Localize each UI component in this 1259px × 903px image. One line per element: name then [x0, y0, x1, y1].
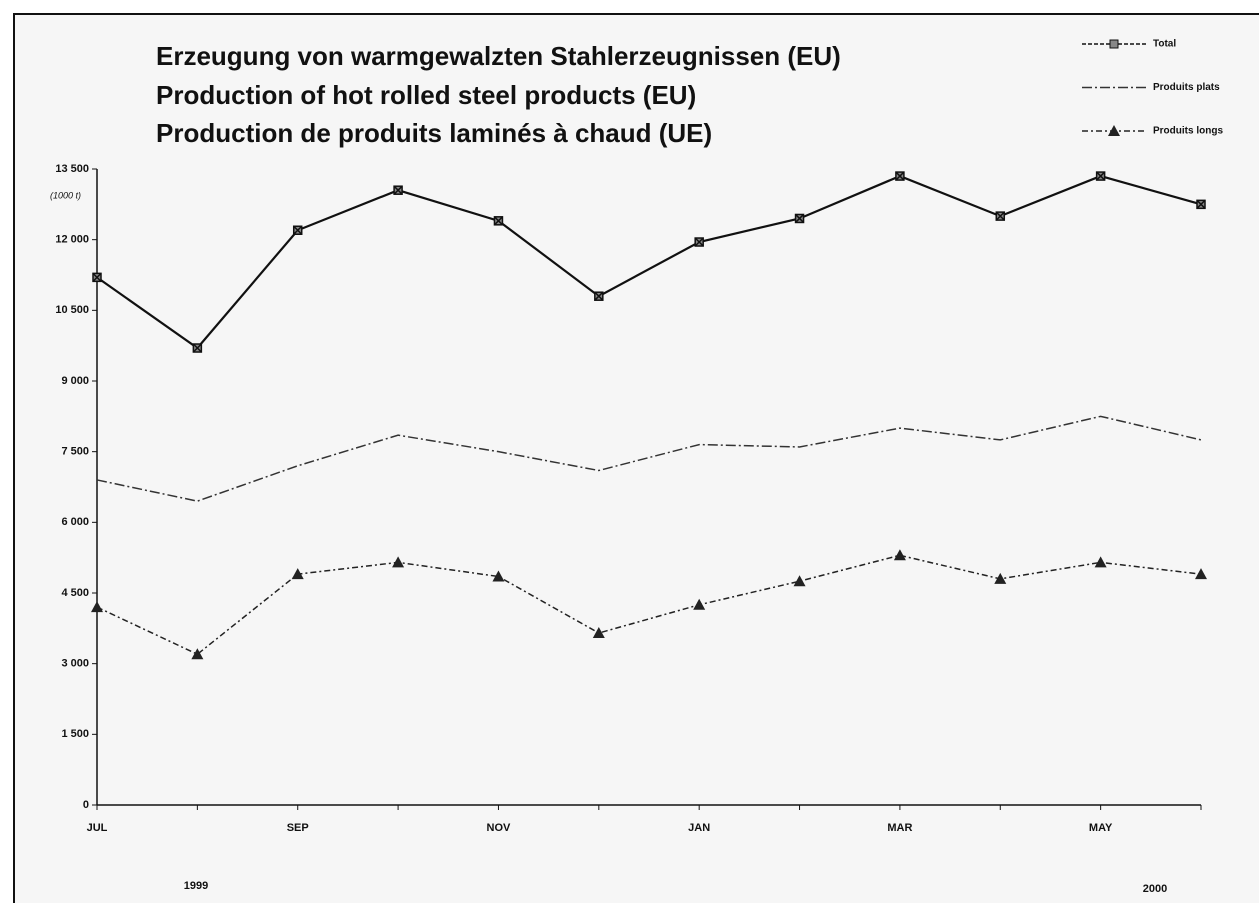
- chart-title: Erzeugung von warmgewalzten Stahlerzeugn…: [156, 41, 841, 71]
- marker: [895, 171, 905, 181]
- marker-cross: [393, 185, 403, 195]
- marker-cross: [594, 291, 604, 301]
- series-line: [96, 415, 1202, 502]
- x-tick-label: MAY: [1089, 822, 1113, 834]
- marker-cross: [795, 213, 805, 223]
- marker: [592, 627, 605, 639]
- marker-cross: [1096, 171, 1106, 181]
- y-tick-label: 1 500: [61, 728, 89, 740]
- marker: [291, 568, 304, 580]
- marker: [1094, 556, 1107, 568]
- y-tick-label: 12 000: [55, 234, 89, 246]
- legend-label: Produits plats: [1153, 82, 1220, 93]
- marker: [594, 291, 604, 301]
- chart-title: Production of hot rolled steel products …: [156, 80, 696, 110]
- marker: [995, 211, 1006, 221]
- marker: [994, 572, 1007, 584]
- year-label: 2000: [1143, 883, 1167, 895]
- series-line: [96, 174, 1202, 350]
- y-tick-label: 9 000: [61, 375, 89, 387]
- marker-cross: [995, 211, 1005, 221]
- y-tick-label: 6 000: [61, 516, 89, 528]
- legend-label: Total: [1153, 39, 1176, 50]
- marker-cross: [293, 225, 303, 235]
- marker: [1195, 568, 1207, 580]
- marker: [794, 213, 805, 224]
- marker: [191, 648, 204, 660]
- chart-title: Production de produits laminés à chaud (…: [156, 118, 712, 148]
- legend-label: Produits longs: [1153, 126, 1223, 137]
- marker: [292, 225, 303, 235]
- marker: [91, 601, 103, 613]
- y-tick-label: 10 500: [55, 304, 89, 316]
- marker: [893, 549, 906, 561]
- y-tick-label: 0: [83, 799, 89, 811]
- marker: [92, 272, 102, 283]
- x-tick-label: MAR: [887, 822, 912, 834]
- marker: [793, 575, 806, 587]
- marker: [694, 237, 704, 247]
- legend-marker: [1108, 125, 1120, 136]
- y-axis-label: (1000 t): [50, 190, 81, 200]
- marker: [492, 570, 505, 582]
- marker-cross: [694, 237, 704, 247]
- marker: [393, 185, 403, 195]
- marker: [1095, 171, 1106, 181]
- x-tick-label: JAN: [688, 822, 710, 834]
- y-tick-label: 7 500: [61, 446, 89, 458]
- year-label: 1999: [184, 880, 208, 892]
- marker: [192, 343, 203, 353]
- marker: [693, 598, 706, 610]
- marker-cross: [192, 343, 202, 353]
- marker-cross: [895, 171, 905, 181]
- y-tick-label: 13 500: [55, 163, 89, 175]
- x-tick-label: SEP: [287, 822, 309, 834]
- x-tick-label: JUL: [87, 822, 108, 834]
- marker: [1196, 199, 1206, 210]
- marker: [392, 556, 405, 568]
- y-tick-label: 3 000: [61, 658, 89, 670]
- frame: [13, 13, 1259, 903]
- x-tick-label: NOV: [487, 822, 512, 834]
- legend-marker: [1109, 39, 1119, 49]
- marker-cross: [493, 216, 503, 226]
- marker: [493, 216, 504, 226]
- y-tick-label: 4 500: [61, 587, 89, 599]
- marker-cross: [1196, 199, 1206, 209]
- marker-cross: [92, 272, 102, 282]
